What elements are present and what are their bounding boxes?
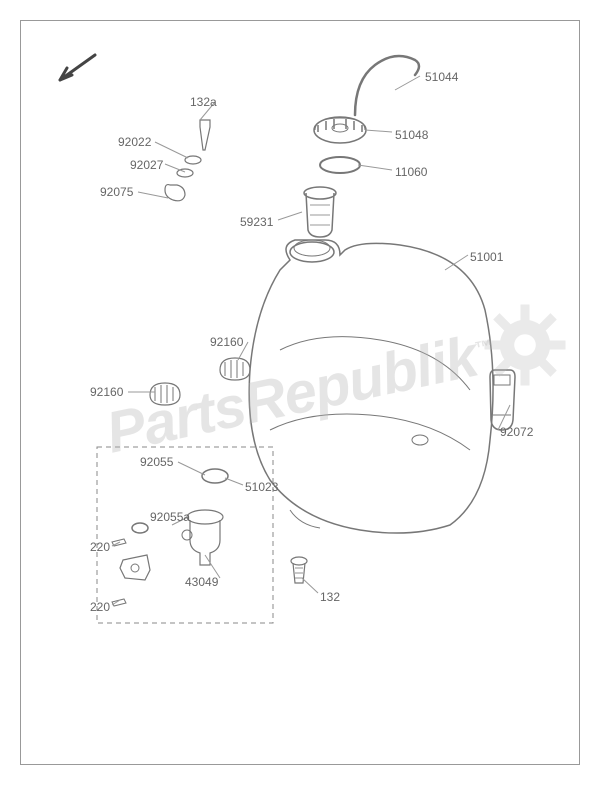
part-label: 92055 — [140, 455, 173, 469]
rubber-damper-1 — [215, 350, 255, 390]
part-label: 92160 — [210, 335, 243, 349]
part-label: 43049 — [185, 575, 218, 589]
vent-tube — [345, 50, 425, 125]
petcock-oring — [130, 520, 150, 541]
rubber-damper-2 — [145, 375, 185, 415]
part-label: 132a — [190, 95, 217, 109]
orientation-arrow-icon — [50, 50, 100, 95]
part-label: 92075 — [100, 185, 133, 199]
bottom-bolt — [288, 555, 310, 595]
parts-diagram: 132a 92022 92027 92075 51044 51048 11060… — [0, 0, 600, 785]
mounting-bolt-assembly — [155, 115, 225, 210]
part-label: 220 — [90, 540, 110, 554]
part-label: 59231 — [240, 215, 273, 229]
filler-tube — [300, 185, 340, 245]
petcock-gasket — [200, 465, 230, 492]
fuel-tank-body — [240, 230, 500, 545]
part-label: 51048 — [395, 128, 428, 142]
part-label: 92072 — [500, 425, 533, 439]
part-label: 92160 — [90, 385, 123, 399]
part-label: 220 — [90, 600, 110, 614]
part-label: 51001 — [470, 250, 503, 264]
part-label: 92055a — [150, 510, 190, 524]
part-label: 11060 — [395, 165, 427, 179]
part-label: 92027 — [130, 158, 163, 172]
petcock-lever-plate — [115, 550, 155, 590]
part-label: 51044 — [425, 70, 458, 84]
gasket-ring — [318, 155, 362, 180]
part-label: 51023 — [245, 480, 278, 494]
petcock-screw-1 — [110, 535, 128, 554]
part-label: 132 — [320, 590, 340, 604]
part-label: 92022 — [118, 135, 151, 149]
petcock-screw-2 — [110, 595, 128, 614]
